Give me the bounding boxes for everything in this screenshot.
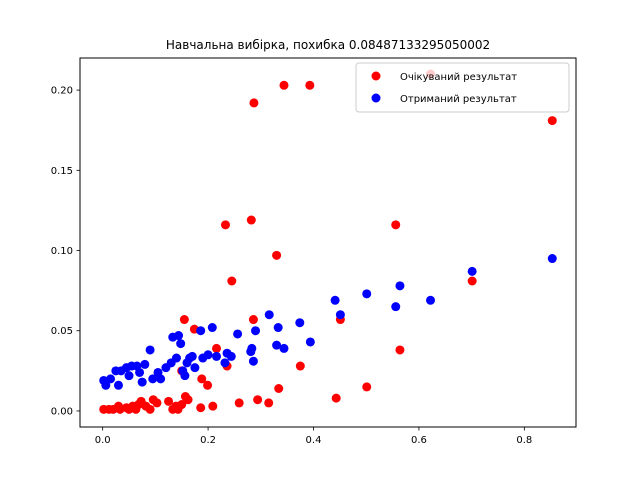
data-point bbox=[212, 351, 222, 361]
data-point bbox=[233, 329, 243, 339]
data-point bbox=[197, 374, 207, 384]
data-point bbox=[179, 315, 189, 325]
data-point bbox=[145, 404, 155, 414]
data-point bbox=[295, 318, 305, 328]
x-tick-label: 0.4 bbox=[306, 435, 322, 446]
data-point bbox=[273, 323, 283, 333]
y-tick-label: 0.05 bbox=[51, 326, 73, 337]
data-point bbox=[183, 395, 193, 405]
data-point bbox=[203, 380, 213, 390]
data-point bbox=[391, 302, 401, 312]
data-point bbox=[171, 353, 181, 363]
data-point bbox=[145, 345, 155, 355]
data-point bbox=[226, 351, 236, 361]
y-axis: 0.00 0.05 0.10 0.15 0.20 bbox=[51, 86, 80, 417]
x-axis: 0.0 0.2 0.4 0.6 0.8 bbox=[95, 427, 532, 446]
data-point bbox=[331, 393, 341, 403]
data-point bbox=[148, 374, 158, 384]
data-point bbox=[467, 276, 477, 286]
data-point bbox=[305, 80, 315, 90]
data-point bbox=[156, 374, 166, 384]
data-point bbox=[180, 371, 190, 381]
data-point bbox=[391, 220, 401, 230]
data-point bbox=[426, 295, 436, 305]
data-point bbox=[362, 382, 372, 392]
data-point bbox=[187, 351, 197, 361]
legend: Очікуваний результат Отриманий результат bbox=[355, 62, 570, 113]
data-point bbox=[253, 395, 263, 405]
data-point bbox=[279, 80, 289, 90]
data-point bbox=[547, 254, 557, 264]
data-point bbox=[135, 367, 145, 377]
data-point bbox=[212, 343, 222, 353]
data-point bbox=[106, 374, 116, 384]
data-point bbox=[251, 326, 261, 336]
legend-box bbox=[355, 62, 570, 113]
data-point bbox=[208, 401, 218, 411]
plot-frame bbox=[79, 57, 577, 428]
data-point bbox=[196, 403, 206, 413]
legend-label-obtained: Отриманий результат bbox=[400, 94, 517, 105]
y-tick-label: 0.15 bbox=[51, 166, 73, 177]
legend-marker-obtained bbox=[371, 93, 381, 103]
data-point bbox=[335, 310, 345, 320]
data-point bbox=[113, 380, 123, 390]
data-point bbox=[246, 215, 256, 225]
data-point bbox=[295, 361, 305, 371]
data-point bbox=[467, 266, 477, 276]
data-point bbox=[395, 345, 405, 355]
data-point bbox=[207, 323, 217, 333]
data-point bbox=[190, 363, 200, 373]
data-point bbox=[248, 315, 258, 325]
data-point bbox=[279, 343, 289, 353]
y-tick-label: 0.10 bbox=[51, 246, 73, 257]
series-obtained bbox=[99, 254, 557, 390]
legend-label-expected: Очікуваний результат bbox=[400, 71, 517, 83]
data-point bbox=[196, 326, 206, 336]
chart-title: Навчальна вибірка, похибка 0.08487133295… bbox=[166, 38, 490, 52]
data-point bbox=[152, 398, 162, 408]
data-point bbox=[272, 250, 282, 260]
data-point bbox=[234, 398, 244, 408]
data-point bbox=[124, 371, 134, 381]
data-point bbox=[272, 340, 282, 350]
data-point bbox=[330, 295, 340, 305]
data-point bbox=[140, 359, 150, 369]
data-point bbox=[220, 358, 230, 368]
x-tick-label: 0.2 bbox=[200, 435, 216, 446]
data-point bbox=[220, 220, 230, 230]
data-point bbox=[547, 116, 557, 126]
data-point bbox=[395, 281, 405, 291]
data-point bbox=[101, 380, 111, 390]
x-tick-label: 0.8 bbox=[516, 435, 532, 446]
data-point bbox=[248, 356, 258, 366]
data-point bbox=[227, 276, 237, 286]
data-point bbox=[264, 310, 274, 320]
data-point bbox=[177, 400, 187, 410]
points-layer bbox=[99, 69, 557, 414]
data-point bbox=[274, 383, 284, 393]
legend-marker-expected bbox=[371, 71, 381, 81]
data-point bbox=[137, 377, 147, 387]
data-point bbox=[203, 350, 213, 360]
x-tick-label: 0.0 bbox=[95, 435, 111, 446]
data-point bbox=[249, 98, 259, 108]
data-point bbox=[176, 339, 186, 349]
data-point bbox=[174, 331, 184, 341]
data-point bbox=[305, 337, 315, 347]
data-point bbox=[264, 398, 274, 408]
x-tick-label: 0.6 bbox=[411, 435, 427, 446]
data-point bbox=[247, 343, 257, 353]
y-tick-label: 0.00 bbox=[51, 406, 73, 417]
data-point bbox=[164, 396, 174, 406]
data-point bbox=[362, 289, 372, 299]
y-tick-label: 0.20 bbox=[51, 86, 73, 97]
